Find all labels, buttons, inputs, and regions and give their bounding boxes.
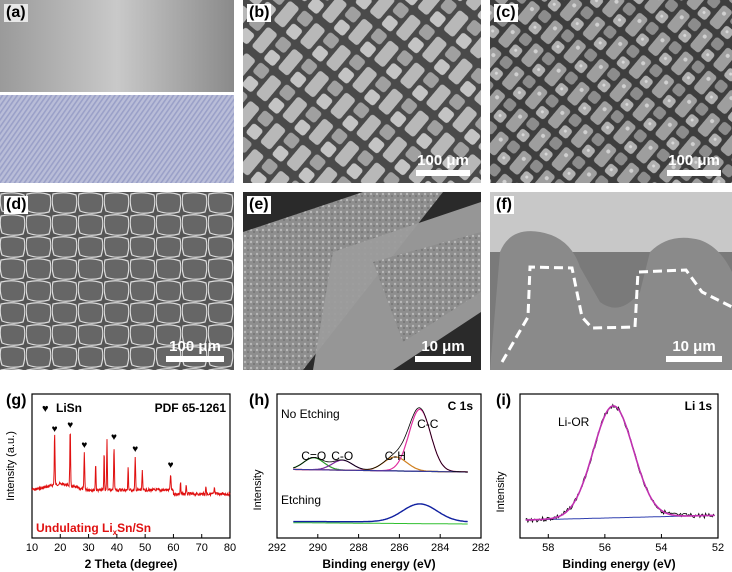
panel-label-h: (h) — [249, 392, 270, 409]
scale-bar-line — [666, 356, 722, 362]
raw-spectrum-no-etching — [293, 407, 468, 473]
xps-c1s-chart: 292 290 288 286 284 282 Intensity Binding ene… — [252, 393, 489, 571]
sem-image-woven-coated — [490, 0, 732, 183]
x-tick-label: 40 — [111, 542, 123, 554]
x-tick-label: 288 — [349, 542, 367, 554]
sem-image-cross-section — [490, 192, 732, 370]
x-tick-label: 290 — [309, 542, 327, 554]
sem-image-woven — [243, 0, 481, 183]
x-tick-label: 30 — [82, 542, 94, 554]
panel-label-f: (f) — [494, 196, 514, 214]
peak-label: C=O — [301, 449, 326, 463]
scale-bar-label: 10 μm — [421, 338, 465, 355]
peak-marker-heart: ♥ — [67, 420, 73, 431]
chart-title: C 1s — [448, 399, 474, 413]
chart-title: Li 1s — [685, 399, 713, 413]
scale-bar-e: 10 μm — [415, 338, 471, 362]
plot-frame — [276, 393, 482, 539]
xrd-series-line — [31, 433, 231, 498]
x-tick-label: 80 — [224, 542, 236, 554]
x-tick-label: 56 — [599, 542, 611, 554]
x-tick-label: 282 — [472, 542, 489, 554]
panel-i-xps-li1s: 58 56 54 52 Intensity Binding energy (eV) L… — [490, 380, 732, 572]
scale-bar-f: 10 μm — [666, 338, 722, 362]
panel-a: (a) — [0, 0, 234, 183]
x-tick-label: 54 — [655, 542, 667, 554]
scale-bar-line — [667, 170, 721, 176]
foil-photo — [0, 0, 234, 183]
scale-bar-label: 100 μm — [668, 152, 720, 169]
panel-label-e: (e) — [247, 196, 271, 214]
peak-label: C-H — [385, 449, 406, 463]
plot-frame — [31, 393, 231, 539]
x-tick-label: 58 — [542, 542, 554, 554]
y-axis-label: Intensity (a.u.) — [5, 431, 17, 501]
interface-outline — [500, 265, 732, 363]
x-axis-label: Binding energy (eV) — [322, 557, 435, 571]
sem-image-fiber-closeup — [243, 192, 481, 370]
x-tick-label: 60 — [167, 542, 179, 554]
scale-bar-c: 100 μm — [667, 152, 721, 176]
xps-li1s-chart: 58 56 54 52 Intensity Binding energy (eV) L… — [495, 393, 724, 571]
scale-bar-line — [166, 356, 224, 362]
y-axis-label: Intensity — [495, 471, 507, 512]
x-tick-label: 52 — [712, 542, 724, 554]
legend-marker: ♥ — [42, 403, 49, 415]
panel-g-xrd-chart: 10 20 30 40 50 60 70 80 ♥ ♥ ♥ ♥ ♥ ♥ Intensity (a.u.)… — [0, 380, 242, 572]
group-label-etching: Etching — [281, 493, 321, 507]
panel-label-b: (b) — [247, 4, 272, 22]
x-axis-label: 2 Theta (degree) — [85, 557, 178, 571]
scale-bar-line — [415, 356, 471, 362]
panel-label-g: (g) — [6, 392, 27, 409]
panel-label-d: (d) — [4, 196, 29, 214]
panel-d: (d) 100 μm — [0, 192, 234, 370]
peak-marker-heart: ♥ — [111, 432, 117, 443]
xrd-chart: 10 20 30 40 50 60 70 80 ♥ ♥♥♥♥♥ Intensity (a.u.)… — [5, 393, 236, 571]
x-tick-label: 286 — [390, 542, 408, 554]
x-tick-label: 50 — [139, 542, 151, 554]
legend-label: LiSn — [56, 401, 82, 415]
fit-envelope-etching — [293, 503, 468, 523]
peak-marker-heart: ♥ — [52, 424, 58, 435]
panel-e: (e) 10 μm — [243, 192, 481, 370]
background-line-etching — [293, 522, 468, 525]
fit-li-or — [525, 405, 715, 521]
x-tick-label: 70 — [196, 542, 208, 554]
scale-bar-b: 100 μm — [416, 152, 470, 176]
scale-bar-label: 100 μm — [169, 338, 221, 355]
scale-bar-label: 100 μm — [417, 152, 469, 169]
x-tick-label: 10 — [26, 542, 38, 554]
plot-frame — [519, 393, 719, 539]
group-label-no-etching: No Etching — [281, 407, 340, 421]
peak-marker-heart: ♥ — [132, 444, 138, 455]
sem-image-cellular — [0, 192, 234, 370]
y-axis-label: Intensity — [252, 469, 264, 510]
panel-f: (f) 10 μm — [490, 192, 732, 370]
x-tick-label: 20 — [54, 542, 66, 554]
panel-c: (c) 100 μm — [490, 0, 732, 183]
scale-bar-line — [416, 170, 470, 176]
peak-label: C-O — [331, 449, 353, 463]
reference-card: PDF 65-1261 — [155, 401, 227, 415]
scale-bar-label: 10 μm — [672, 338, 716, 355]
x-tick-label: 292 — [268, 542, 286, 554]
peak-marker-heart: ♥ — [81, 440, 87, 451]
panel-b: (b) 100 μm — [243, 0, 481, 183]
panel-h-xps-c1s: 292 290 288 286 284 282 Intensity Binding ene… — [247, 380, 489, 572]
x-axis-label: Binding energy (eV) — [562, 557, 675, 571]
panel-label-a: (a) — [4, 4, 28, 22]
peak-marker-heart: ♥ — [168, 460, 174, 471]
background-line — [293, 468, 468, 473]
sample-label: Undulating LixSn/Sn — [36, 521, 151, 537]
peak-label: C-C — [417, 417, 439, 431]
panel-label-i: (i) — [496, 392, 512, 409]
scale-bar-d: 100 μm — [166, 338, 224, 362]
panel-label-c: (c) — [494, 4, 518, 22]
x-tick-label: 284 — [431, 542, 449, 554]
peak-label-li-or: Li-OR — [558, 415, 590, 429]
raw-spectrum — [525, 403, 715, 524]
